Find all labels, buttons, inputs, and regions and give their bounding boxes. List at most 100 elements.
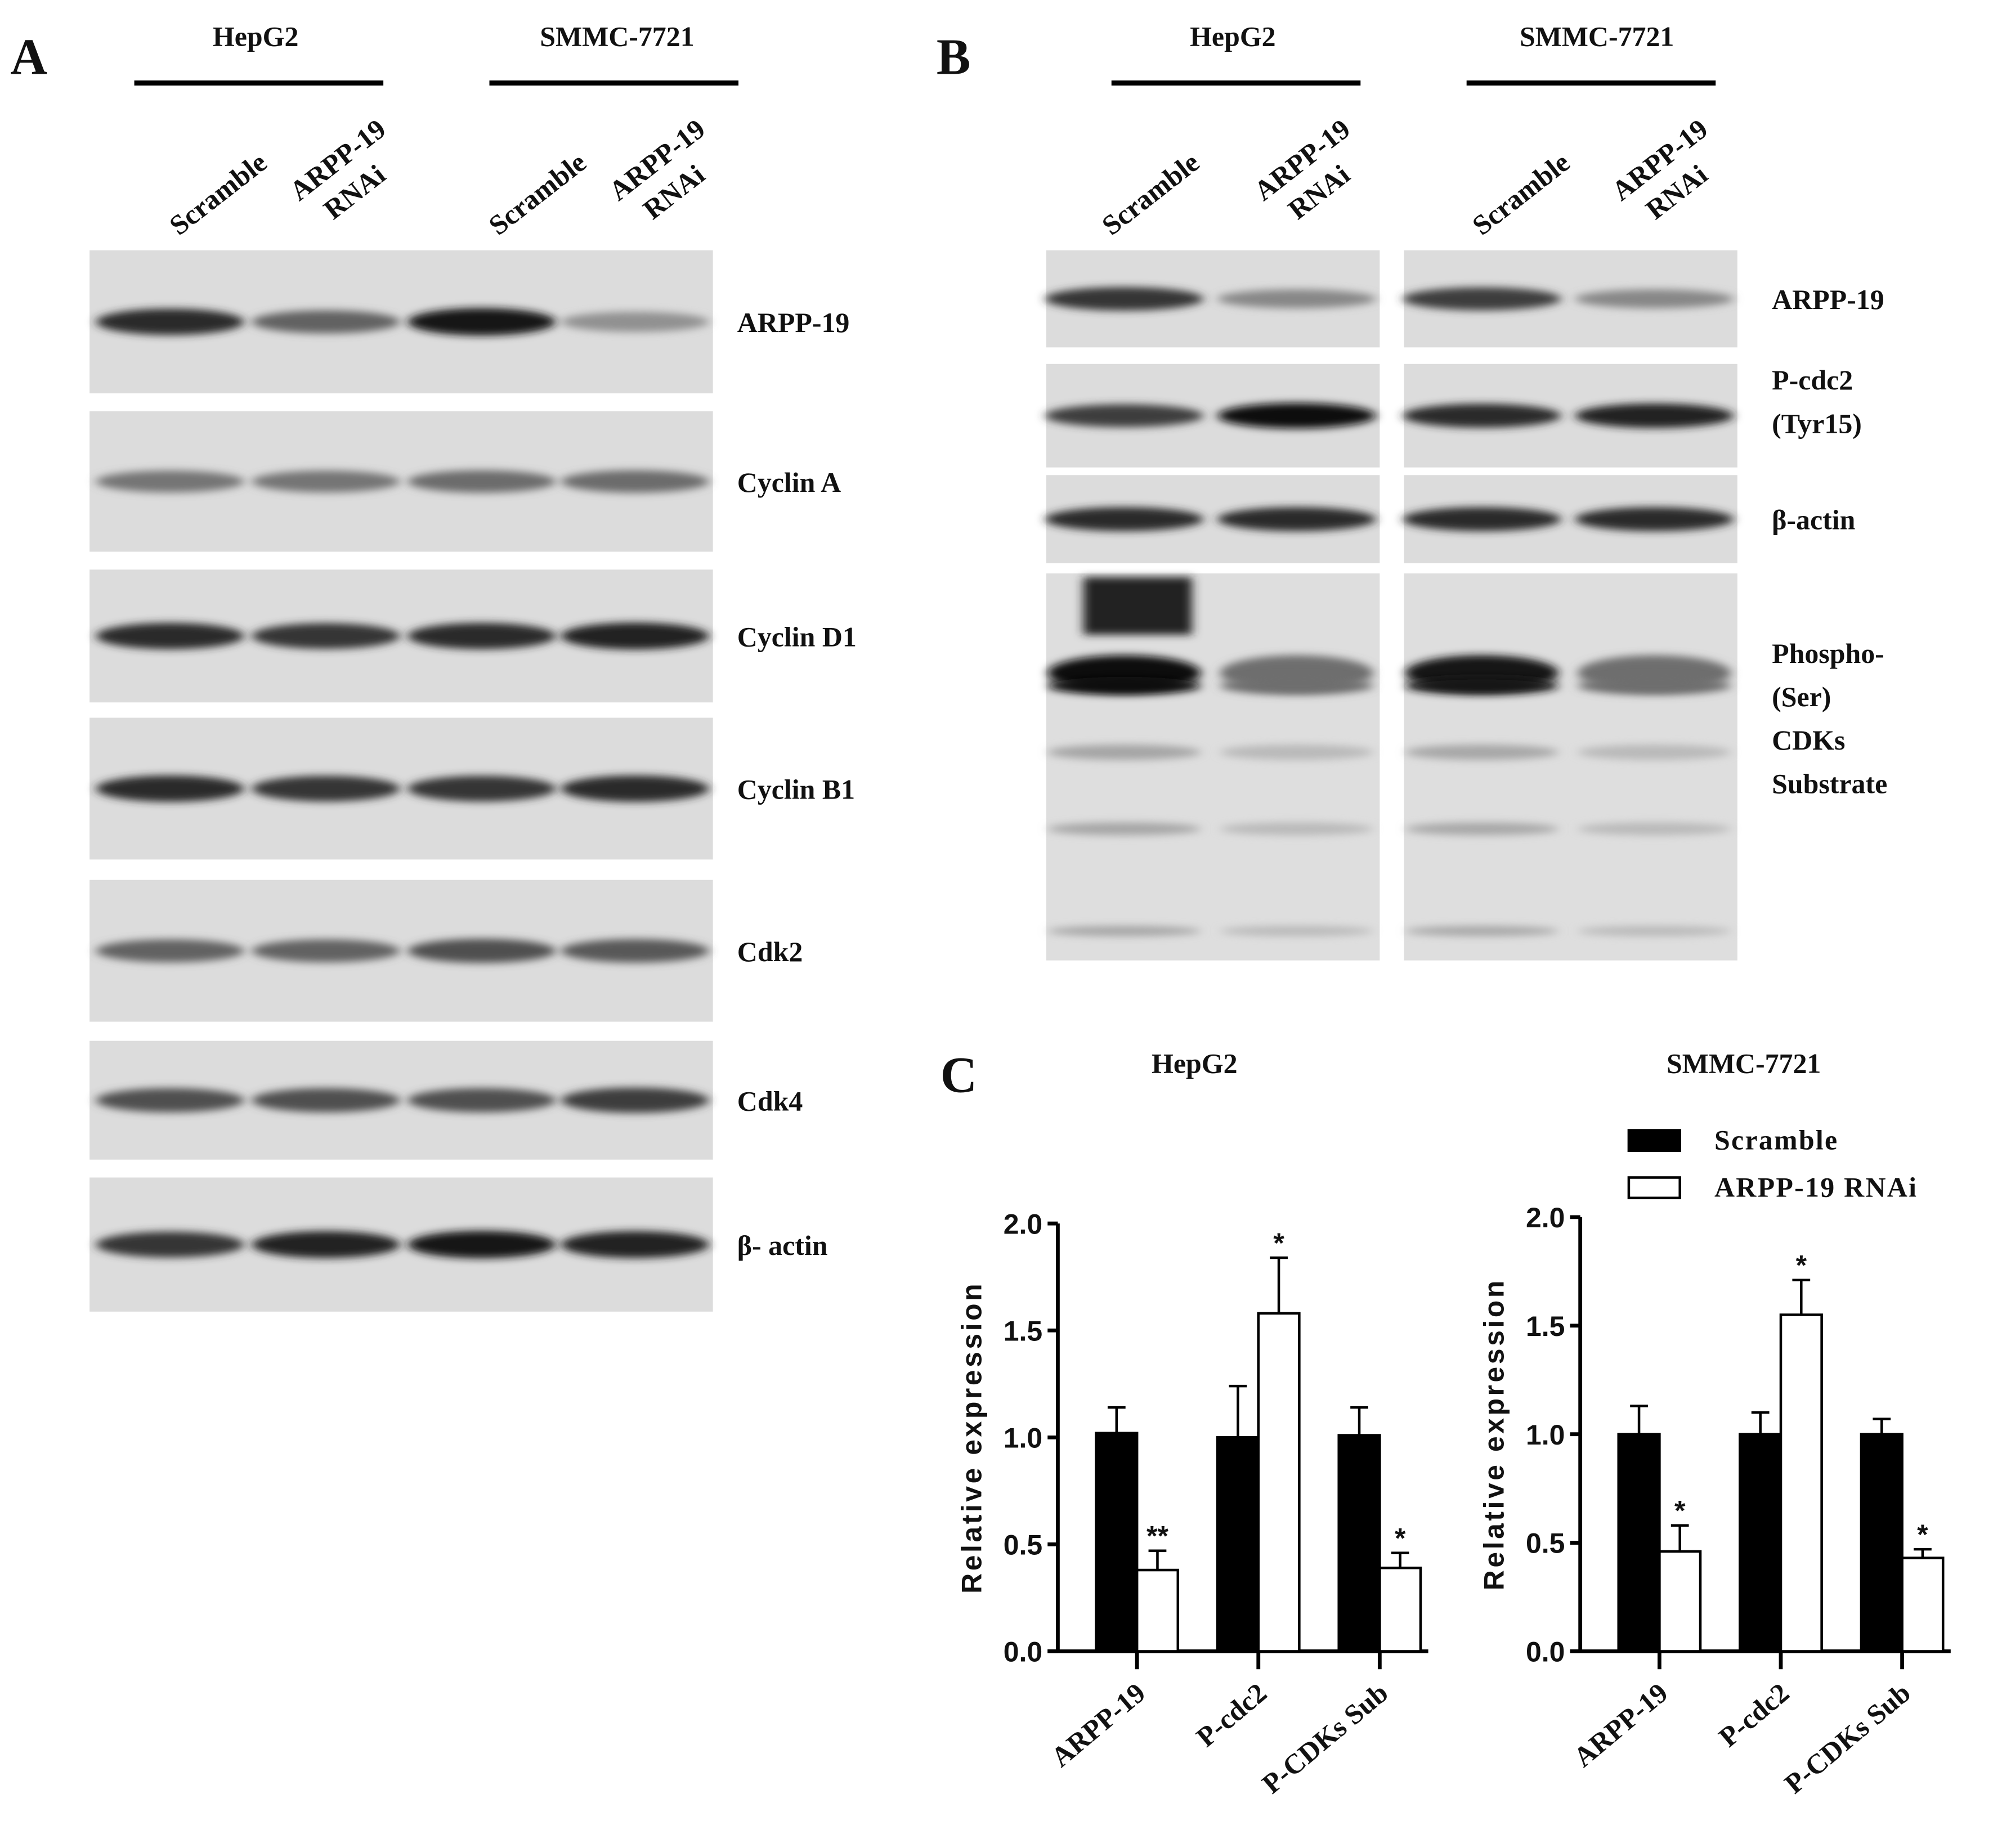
y-tick-label: 1.0 — [1004, 1423, 1042, 1454]
protein-band — [1220, 926, 1374, 936]
blot-row-label: β-actin — [1772, 505, 1855, 536]
protein-band — [252, 939, 400, 963]
protein-band — [1575, 507, 1734, 531]
protein-band — [407, 939, 556, 963]
protein-band — [407, 622, 556, 649]
protein-band — [561, 311, 709, 332]
protein-band — [96, 775, 244, 802]
protein-band — [1403, 287, 1561, 311]
protein-band — [1405, 744, 1559, 760]
protein-band — [1220, 822, 1374, 836]
protein-band — [1045, 404, 1204, 428]
blot-row-label: ARPP-19 — [1772, 284, 1884, 315]
significance-marker: * — [1796, 1250, 1807, 1281]
protein-band — [1578, 926, 1731, 936]
bar-scramble — [1860, 1433, 1904, 1653]
protein-band — [1578, 676, 1731, 695]
bar-rnai — [1658, 1550, 1702, 1653]
blot-row-label: Substrate — [1772, 768, 1887, 799]
lane-label-text: Scramble — [164, 147, 272, 241]
blot-row-label: (Ser) — [1772, 681, 1831, 712]
y-axis-label: Relative expression — [956, 1281, 987, 1594]
blot-row-label: CDKs — [1772, 725, 1845, 756]
y-tick-label: 2.0 — [1526, 1202, 1565, 1234]
protein-band — [561, 1231, 709, 1258]
panel-c-bar-charts: HepG2 0.0 0.5 1.0 1.5 2.0 Relative expression A… — [956, 1048, 1951, 1800]
protein-band — [407, 308, 556, 336]
x-tick-label: P-CDKs Sub — [1779, 1677, 1916, 1800]
protein-band — [1403, 403, 1561, 428]
protein-band — [1578, 822, 1731, 836]
protein-band — [1045, 287, 1204, 311]
y-tick-label: 1.5 — [1526, 1311, 1565, 1342]
protein-band — [407, 1088, 556, 1113]
y-tick-label: 1.5 — [1004, 1315, 1042, 1347]
x-tick-label: P-cdc2 — [1713, 1677, 1795, 1753]
blot-membrane — [1046, 573, 1380, 961]
y-tick-label: 0.0 — [1526, 1636, 1565, 1668]
bar-rnai — [1901, 1557, 1945, 1653]
protein-band-smear — [1083, 577, 1192, 635]
bar-scramble — [1337, 1434, 1381, 1653]
significance-marker: * — [1395, 1523, 1406, 1554]
lane-label-scramble: Scramble — [1096, 147, 1205, 241]
protein-band — [1405, 676, 1559, 695]
bar-rnai — [1135, 1568, 1180, 1653]
protein-band — [1047, 744, 1201, 760]
bar-scramble — [1095, 1432, 1139, 1653]
blot-row-label: Cyclin D1 — [737, 621, 857, 652]
y-tick-label: 0.5 — [1526, 1528, 1565, 1559]
protein-band — [1220, 676, 1374, 695]
blot-row-label: Cdk2 — [737, 936, 803, 967]
protein-band — [561, 470, 709, 493]
protein-band — [96, 308, 244, 335]
lane-label-scramble: Scramble — [483, 147, 592, 241]
protein-band — [1045, 507, 1204, 531]
blot-row-label: Phospho- — [1772, 638, 1884, 669]
significance-marker: * — [1917, 1519, 1928, 1550]
protein-band — [407, 1231, 556, 1259]
protein-band — [252, 1088, 400, 1113]
blot-membrane — [1404, 573, 1737, 961]
cell-line-header: HepG2 — [1190, 21, 1276, 52]
lane-label-text: Scramble — [1096, 147, 1205, 241]
blot-row-label: ARPP-19 — [737, 307, 850, 338]
protein-band — [1575, 289, 1734, 308]
lane-label-text: Scramble — [1467, 147, 1575, 241]
protein-band — [561, 622, 709, 650]
legend-swatch — [1627, 1176, 1681, 1200]
panel-label-b: B — [937, 29, 971, 86]
protein-band — [1405, 822, 1559, 836]
protein-band — [1405, 926, 1559, 936]
protein-band — [1403, 507, 1561, 531]
protein-band — [561, 939, 709, 963]
protein-band — [1047, 926, 1201, 936]
panel-label-c: C — [940, 1046, 978, 1103]
protein-band — [1217, 289, 1376, 308]
panel-label-a: A — [10, 29, 47, 86]
cell-line-header: HepG2 — [213, 21, 298, 52]
bar-rnai — [1257, 1312, 1301, 1653]
protein-band — [96, 939, 244, 963]
lane-label-scramble: Scramble — [1467, 147, 1575, 241]
protein-band — [561, 1087, 709, 1113]
protein-band — [96, 1231, 244, 1258]
protein-band — [252, 1231, 400, 1258]
protein-band — [252, 775, 400, 802]
protein-band — [561, 775, 709, 802]
protein-band — [96, 622, 244, 649]
protein-band — [407, 470, 556, 493]
protein-band — [96, 1088, 244, 1113]
y-tick-label: 2.0 — [1004, 1208, 1042, 1240]
legend-label: ARPP-19 RNAi — [1714, 1172, 1918, 1203]
protein-band — [1575, 403, 1734, 428]
bar-scramble — [1617, 1433, 1661, 1653]
significance-marker: ** — [1146, 1520, 1168, 1552]
protein-band — [252, 470, 400, 493]
significance-marker: * — [1273, 1227, 1284, 1259]
chart-title: SMMC-7721 — [1667, 1048, 1821, 1079]
bar-scramble — [1739, 1433, 1782, 1653]
